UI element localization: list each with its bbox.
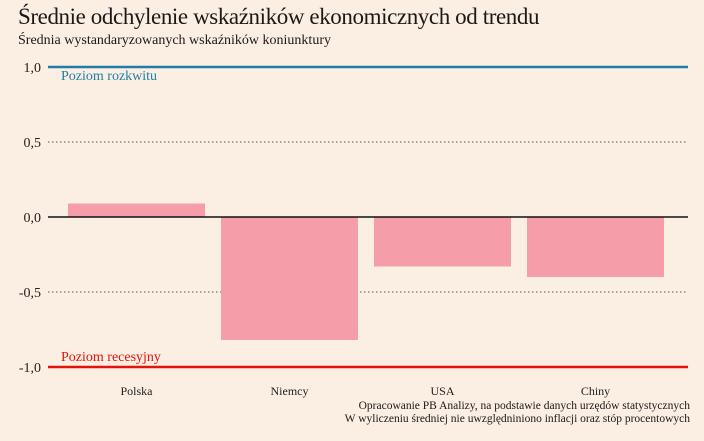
y-tick-label: 0,5 — [24, 136, 42, 151]
bar-usa — [374, 217, 511, 267]
reference-line-label: Poziom recesyjny — [61, 350, 161, 365]
chart-title: Średnie odchylenie wskaźników ekonomiczn… — [18, 4, 540, 29]
footnote: W wyliczeniu średniej nie uwzględniniono… — [344, 413, 690, 425]
x-category-label: Niemcy — [271, 384, 309, 398]
reference-line-label: Poziom rozkwitu — [61, 69, 157, 84]
bar-niemcy — [221, 217, 358, 340]
y-tick-label: -1,0 — [19, 361, 41, 376]
x-category-label: Chiny — [581, 384, 610, 398]
chart-notes: Opracowanie PB Analizy, na podstawie dan… — [345, 400, 690, 426]
y-tick-label: 0,0 — [24, 211, 42, 226]
x-category-label: Polska — [120, 384, 153, 398]
y-tick-label: -0,5 — [19, 286, 41, 301]
bar-polska — [68, 203, 205, 217]
chart-subtitle: Średnia wystandaryzowanych wskaźników ko… — [18, 33, 331, 48]
y-tick-label: 1,0 — [24, 61, 42, 76]
x-category-label: USA — [430, 384, 454, 398]
source-note: Opracowanie PB Analizy, na podstawie dan… — [358, 400, 690, 412]
bar-chiny — [527, 217, 664, 277]
